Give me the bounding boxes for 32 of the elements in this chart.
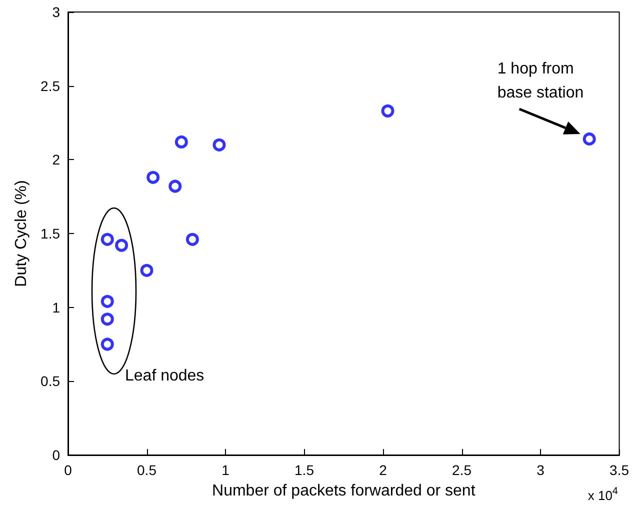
x-tick-label: 0.5	[137, 462, 157, 478]
point	[381, 104, 394, 118]
point	[212, 138, 226, 152]
y-tick-label: 1	[52, 299, 60, 316]
point	[168, 180, 182, 193]
y-tick-label: 3	[52, 4, 60, 20]
x-axis-title: Number of packets forwarded or sent	[212, 482, 476, 500]
y-tick-label: 1.5	[40, 226, 60, 242]
point	[582, 132, 596, 146]
annotation: Leaf nodes	[125, 368, 204, 384]
point	[115, 238, 128, 252]
point	[100, 312, 114, 326]
y-axis-title: Duty Cycle (%)	[13, 180, 30, 287]
y-tick-label: 0.5	[40, 373, 60, 390]
y-tick-label: 0	[52, 447, 60, 463]
annotation: 1 hop from base station	[497, 60, 584, 102]
x-tick-label: 1	[222, 462, 230, 478]
y-tick-label: 2.5	[40, 78, 60, 94]
y-tick-label: 2	[52, 152, 60, 168]
point	[100, 294, 114, 308]
x-tick-label: 1.5	[294, 462, 314, 478]
x-tick-label: 3.5	[610, 462, 630, 478]
point	[100, 232, 114, 246]
point	[146, 170, 160, 184]
point	[140, 264, 154, 277]
point	[186, 232, 199, 246]
x-tick-label: 2	[379, 462, 388, 478]
point	[100, 338, 114, 351]
x-tick-label: 2.5	[452, 462, 472, 478]
point	[174, 135, 188, 148]
x-tick-label: 0	[64, 462, 72, 478]
x-tick-label: 3	[536, 462, 545, 478]
